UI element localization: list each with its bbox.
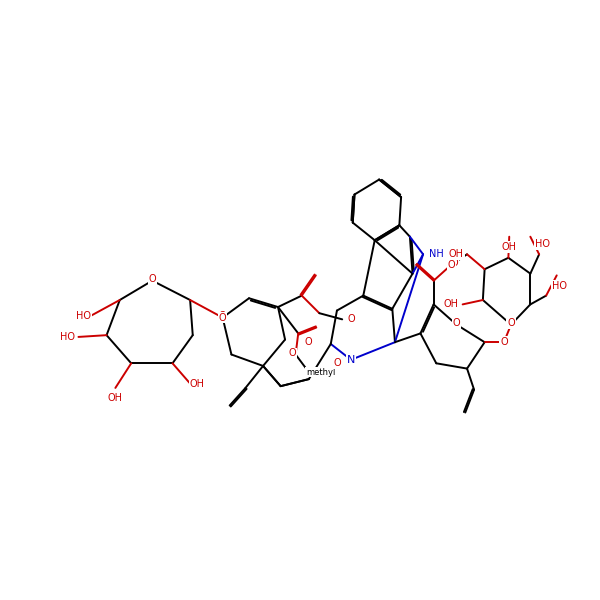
Text: OH: OH [190,379,205,389]
Text: OH: OH [449,249,464,259]
Text: HO: HO [552,281,567,291]
Text: O: O [452,318,460,328]
Text: N: N [347,355,355,365]
Text: O: O [507,318,515,328]
Text: OH: OH [108,394,123,403]
Text: OH: OH [443,299,458,310]
Text: O: O [333,358,341,368]
Text: HO: HO [535,239,550,249]
Text: NH: NH [428,249,443,259]
Text: methyl: methyl [306,368,335,377]
Text: O: O [219,311,226,321]
Text: HO: HO [61,332,76,342]
Text: OH: OH [502,242,517,252]
Text: O: O [500,337,508,347]
Text: HO: HO [76,311,91,321]
Text: O: O [451,258,458,268]
Text: O: O [219,313,226,323]
Text: O: O [305,337,313,347]
Text: O: O [289,349,296,358]
Text: O: O [148,274,156,284]
Text: O: O [448,260,455,270]
Text: O: O [347,314,355,325]
